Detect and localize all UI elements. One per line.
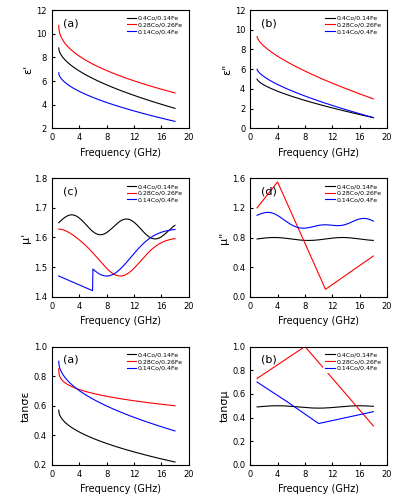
Text: (a): (a) — [63, 18, 79, 28]
Y-axis label: μ": μ" — [219, 232, 229, 243]
X-axis label: Frequency (GHz): Frequency (GHz) — [80, 484, 161, 494]
X-axis label: Frequency (GHz): Frequency (GHz) — [278, 148, 359, 158]
X-axis label: Frequency (GHz): Frequency (GHz) — [80, 148, 161, 158]
Y-axis label: ε': ε' — [24, 64, 34, 74]
Legend: 0.4Co/0.14Fe, 0.28Co/0.26Fe, 0.14Co/0.4Fe: 0.4Co/0.14Fe, 0.28Co/0.26Fe, 0.14Co/0.4F… — [323, 182, 384, 205]
Text: (b): (b) — [261, 18, 277, 28]
X-axis label: Frequency (GHz): Frequency (GHz) — [80, 316, 161, 326]
Legend: 0.4Co/0.14Fe, 0.28Co/0.26Fe, 0.14Co/0.4Fe: 0.4Co/0.14Fe, 0.28Co/0.26Fe, 0.14Co/0.4F… — [323, 13, 384, 37]
Y-axis label: tanσμ: tanσμ — [219, 390, 229, 422]
Y-axis label: tanσε: tanσε — [21, 390, 31, 422]
Legend: 0.4Co/0.14Fe, 0.28Co/0.26Fe, 0.14Co/0.4Fe: 0.4Co/0.14Fe, 0.28Co/0.26Fe, 0.14Co/0.4F… — [124, 350, 186, 374]
X-axis label: Frequency (GHz): Frequency (GHz) — [278, 316, 359, 326]
Y-axis label: μ': μ' — [21, 232, 31, 242]
Legend: 0.4Co/0.14Fe, 0.28Co/0.26Fe, 0.14Co/0.4Fe: 0.4Co/0.14Fe, 0.28Co/0.26Fe, 0.14Co/0.4F… — [124, 13, 186, 37]
Legend: 0.4Co/0.14Fe, 0.28Co/0.26Fe, 0.14Co/0.4Fe: 0.4Co/0.14Fe, 0.28Co/0.26Fe, 0.14Co/0.4F… — [323, 350, 384, 374]
Text: (d): (d) — [261, 186, 277, 196]
Text: (c): (c) — [63, 186, 78, 196]
Text: (a): (a) — [63, 355, 79, 365]
Legend: 0.4Co/0.14Fe, 0.28Co/0.26Fe, 0.14Co/0.4Fe: 0.4Co/0.14Fe, 0.28Co/0.26Fe, 0.14Co/0.4F… — [124, 182, 186, 205]
Text: (b): (b) — [261, 355, 277, 365]
X-axis label: Frequency (GHz): Frequency (GHz) — [278, 484, 359, 494]
Y-axis label: ε": ε" — [222, 64, 232, 75]
